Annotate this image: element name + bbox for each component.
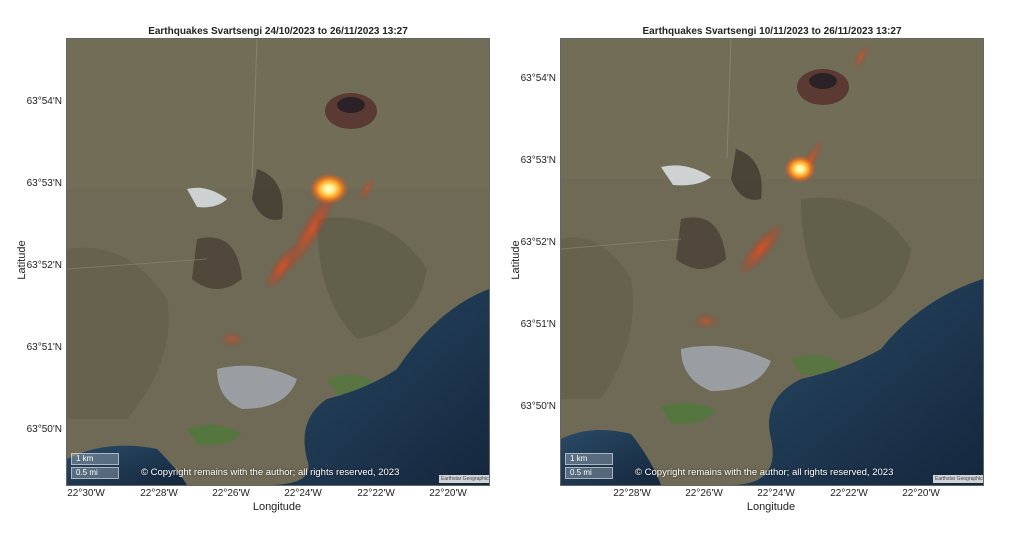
y-tick-label: 63°52'N <box>26 260 62 271</box>
map-panel-left: Earthquakes Svartsengi 24/10/2023 to 26/… <box>16 26 490 513</box>
satellite-map[interactable]: 1 km 0.5 mi © Copyright remains with the… <box>66 38 490 486</box>
x-tick-label: 22°24'W <box>284 488 322 499</box>
imagery-attribution: Earthstar Geographics <box>933 475 983 483</box>
x-tick-label: 22°22'W <box>357 488 395 499</box>
x-tick-label: 22°30'W <box>67 488 105 499</box>
copyright-notice: © Copyright remains with the author; all… <box>635 467 894 478</box>
sea-area <box>267 289 489 485</box>
map-imagery <box>561 39 983 485</box>
x-tick-label: 22°26'W <box>685 488 723 499</box>
copyright-notice: © Copyright remains with the author; all… <box>141 467 400 478</box>
earthquake-hotspot <box>784 155 816 183</box>
y-tick-label: 63°53'N <box>520 155 556 166</box>
y-tick-label: 63°50'N <box>520 401 556 412</box>
x-axis-label: Longitude <box>252 501 302 513</box>
town-area <box>681 345 771 391</box>
geothermal-plant <box>187 187 227 208</box>
sea-area <box>731 279 983 485</box>
scale-bar-mi: 0.5 mi <box>565 467 613 479</box>
map-imagery <box>67 39 489 485</box>
x-tick-label: 22°26'W <box>212 488 250 499</box>
scale-bar-km: 1 km <box>71 453 119 465</box>
imagery-attribution: Earthstar Geographics <box>439 475 489 483</box>
map-title: Earthquakes Svartsengi 24/10/2023 to 26/… <box>148 26 408 37</box>
scale-bar-mi: 0.5 mi <box>71 467 119 479</box>
x-tick-label: 22°20'W <box>902 488 940 499</box>
y-tick-label: 63°53'N <box>26 178 62 189</box>
x-axis-label: Longitude <box>746 501 796 513</box>
x-tick-label: 22°28'W <box>140 488 178 499</box>
x-tick-label: 22°22'W <box>830 488 868 499</box>
satellite-map[interactable]: 1 km 0.5 mi © Copyright remains with the… <box>560 38 984 486</box>
scale-bar-km: 1 km <box>565 453 613 465</box>
x-tick-label: 22°28'W <box>613 488 651 499</box>
map-panel-right: Earthquakes Svartsengi 10/11/2023 to 26/… <box>510 0 1024 540</box>
geothermal-plant <box>661 165 711 186</box>
y-tick-label: 63°54'N <box>520 73 556 84</box>
x-tick-label: 22°24'W <box>757 488 795 499</box>
y-tick-label: 63°51'N <box>520 319 556 330</box>
earthquake-hotspot <box>309 173 349 205</box>
map-title: Earthquakes Svartsengi 10/11/2023 to 26/… <box>642 26 902 37</box>
y-tick-label: 63°51'N <box>26 342 62 353</box>
y-tick-label: 63°54'N <box>26 96 62 107</box>
town-area <box>217 365 297 409</box>
x-tick-label: 22°20'W <box>429 488 467 499</box>
y-tick-label: 63°50'N <box>26 424 62 435</box>
y-tick-label: 63°52'N <box>520 237 556 248</box>
